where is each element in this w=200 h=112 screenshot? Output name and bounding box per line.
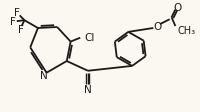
Text: O: O (153, 22, 161, 32)
Text: F: F (14, 8, 20, 18)
Text: F: F (10, 17, 16, 27)
Text: N: N (84, 84, 92, 94)
Text: CH₃: CH₃ (177, 26, 195, 36)
Text: Cl: Cl (84, 32, 94, 42)
Text: N: N (40, 70, 48, 80)
Text: O: O (173, 3, 181, 13)
Text: F: F (18, 25, 24, 35)
